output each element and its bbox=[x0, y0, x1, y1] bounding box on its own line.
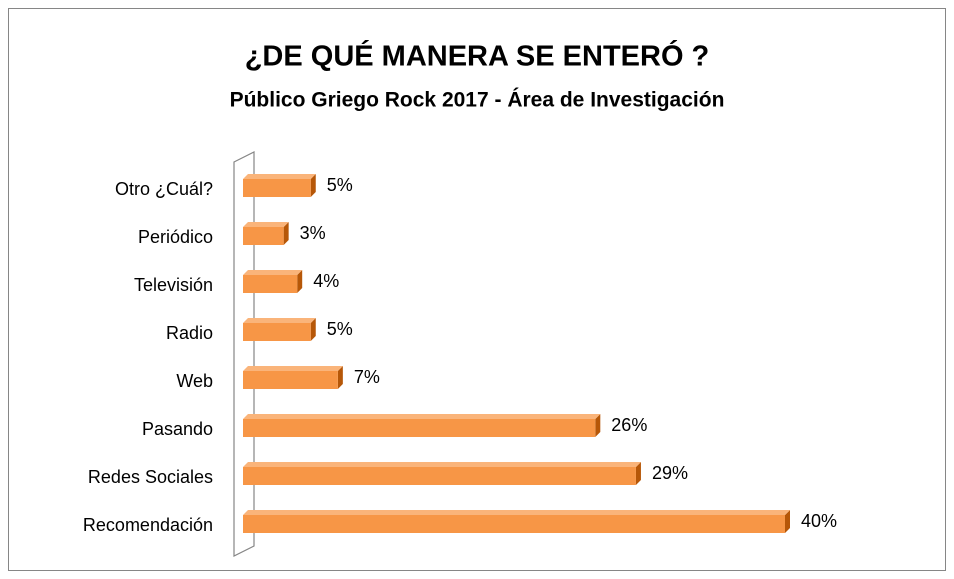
data-label: 3% bbox=[300, 223, 326, 243]
bar-side bbox=[283, 222, 289, 245]
bar-top bbox=[243, 270, 303, 275]
data-label: 7% bbox=[354, 367, 380, 387]
y-tick-label: Web bbox=[176, 371, 213, 391]
bar-side bbox=[297, 270, 303, 293]
bar-top bbox=[243, 366, 343, 371]
bar bbox=[243, 323, 311, 341]
data-label: 26% bbox=[611, 415, 647, 435]
bar bbox=[243, 227, 284, 245]
data-label: 29% bbox=[652, 463, 688, 483]
bar bbox=[243, 419, 596, 437]
y-tick-label: Otro ¿Cuál? bbox=[115, 179, 213, 199]
y-tick-label: Redes Sociales bbox=[88, 467, 213, 487]
bar-top bbox=[243, 414, 601, 419]
y-tick-label: Radio bbox=[166, 323, 213, 343]
chart-title: ¿DE QUÉ MANERA SE ENTERÓ ? bbox=[245, 39, 710, 73]
bar-top bbox=[243, 222, 289, 227]
y-tick-label: Recomendación bbox=[83, 515, 213, 535]
bar-side bbox=[310, 318, 316, 341]
bar-top bbox=[243, 510, 790, 515]
bar-side bbox=[635, 462, 641, 485]
bar-top bbox=[243, 174, 316, 179]
bar-side bbox=[595, 414, 601, 437]
y-tick-label: Pasando bbox=[142, 419, 213, 439]
data-label: 40% bbox=[801, 511, 837, 531]
data-label: 5% bbox=[327, 175, 353, 195]
bar bbox=[243, 179, 311, 197]
bar bbox=[243, 515, 785, 533]
bar-side bbox=[310, 174, 316, 197]
chart-subtitle: Público Griego Rock 2017 - Área de Inves… bbox=[230, 89, 725, 112]
bar-side bbox=[337, 366, 343, 389]
bar bbox=[243, 371, 338, 389]
data-label: 5% bbox=[327, 319, 353, 339]
bar-side bbox=[785, 510, 790, 533]
bar-top bbox=[243, 462, 641, 467]
y-tick-label: Televisión bbox=[134, 275, 213, 295]
axis-wall bbox=[233, 151, 255, 557]
y-tick-label: Periódico bbox=[138, 227, 213, 247]
bar-top bbox=[243, 318, 316, 323]
bar bbox=[243, 467, 636, 485]
data-label: 4% bbox=[313, 271, 339, 291]
bar bbox=[243, 275, 298, 293]
